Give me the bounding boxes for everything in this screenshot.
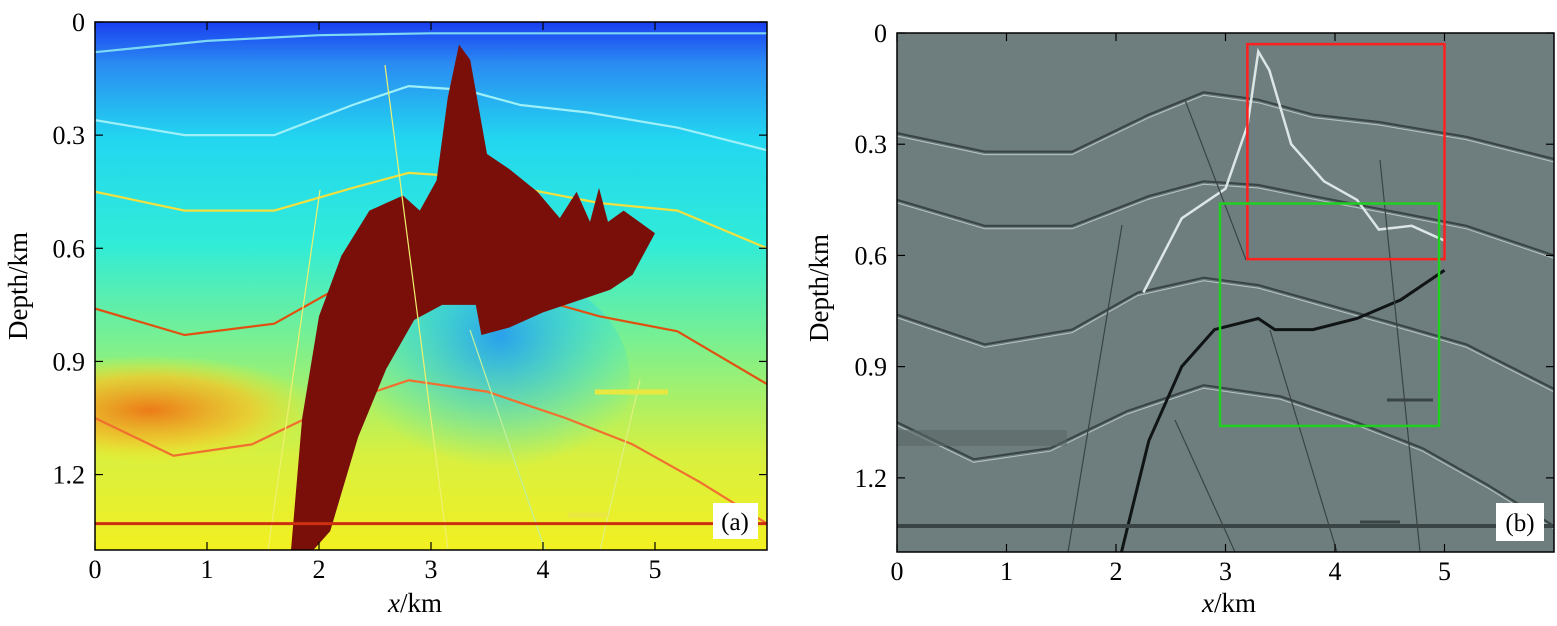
green-box <box>1218 202 1441 428</box>
panel-b: 0 1 2 3 4 5 0 0.3 0.6 0.9 1.2 (b) x/km Depth/km <box>804 19 1555 618</box>
x-axis-title-unit: /km <box>1214 588 1256 618</box>
reflector-h2 <box>95 84 767 152</box>
panel-label-bg <box>1496 503 1544 541</box>
salt-top-reflector <box>1142 47 1446 294</box>
fault-line <box>1184 99 1247 261</box>
panel-label-box-b: (b) <box>1496 503 1544 541</box>
ticks-b: 0 1 2 3 4 5 0 0.3 0.6 0.9 1.2 <box>855 19 1554 586</box>
fault-line <box>599 379 641 550</box>
reflector-h1 <box>95 32 767 54</box>
y-tick-label: 0 <box>874 19 887 48</box>
ticks-a: 0 1 2 3 4 5 0 0.3 0.6 0.9 1.2 <box>53 8 767 584</box>
blue-wedge <box>370 270 630 490</box>
fault-line <box>1067 224 1123 552</box>
reflector-h3-edge <box>897 280 1554 393</box>
reflectors-b <box>897 91 1554 530</box>
fault-line <box>1379 159 1421 552</box>
y-tick-label: 0.6 <box>855 241 888 270</box>
reflector-h3 <box>95 171 767 250</box>
x-tick-label: 3 <box>1219 557 1232 586</box>
x-axis-title-italic: x <box>387 588 400 618</box>
x-tick-label: 2 <box>313 555 326 584</box>
y-tick-label: 0.9 <box>53 347 86 376</box>
x-tick-label: 0 <box>891 557 904 586</box>
y-tick-label: 0.3 <box>53 121 86 150</box>
salt-body <box>291 44 655 550</box>
x-tick-label: 3 <box>425 555 438 584</box>
y-tick-label: 0.6 <box>53 234 86 263</box>
x-axis-title-unit: /km <box>400 588 442 618</box>
fault-line <box>469 329 546 550</box>
salt-base-reflector <box>1120 269 1446 552</box>
panel-label-bg <box>713 503 758 539</box>
panel-label-a: (a) <box>721 509 749 536</box>
dark-band <box>897 430 1067 446</box>
reflector-h2-edge <box>897 183 1554 259</box>
reflector-h1-edge <box>897 94 1554 163</box>
y-tick-label: 1.2 <box>53 461 86 490</box>
reflector-h1 <box>897 91 1554 161</box>
reflector-h3 <box>897 276 1554 390</box>
y-tick-label: 0.9 <box>855 353 888 382</box>
x-tick-label: 0 <box>89 555 102 584</box>
panel-a: 0 1 2 3 4 5 0 0.3 0.6 0.9 1.2 (a) x/km Depth/km <box>3 8 768 618</box>
x-tick-label: 4 <box>537 555 550 584</box>
x-axis-title-a: x/km <box>387 588 442 618</box>
reflector-h4-edge <box>897 387 1554 530</box>
y-tick-label: 0 <box>72 8 85 37</box>
x-tick-label: 1 <box>201 555 214 584</box>
x-tick-label: 5 <box>649 555 662 584</box>
y-axis-title-b: Depth/km <box>804 234 834 342</box>
reflector-h2 <box>897 180 1554 257</box>
y-tick-label: 0.3 <box>855 130 888 159</box>
panel-label-box-a: (a) <box>713 503 758 539</box>
fault-line <box>1174 419 1236 552</box>
image-background <box>897 33 1554 552</box>
reflector-h5 <box>95 379 767 525</box>
x-axis-title-italic: x <box>1201 588 1214 618</box>
x-tick-label: 5 <box>1438 557 1451 586</box>
fault-line <box>1269 329 1338 552</box>
x-tick-label: 1 <box>1000 557 1013 586</box>
fault-line <box>267 189 321 550</box>
y-tick-label: 1.2 <box>855 464 888 493</box>
x-axis-title-b: x/km <box>1201 588 1256 618</box>
x-tick-label: 2 <box>1110 557 1123 586</box>
x-tick-label: 4 <box>1329 557 1342 586</box>
faults-a <box>267 64 641 550</box>
red-box <box>1246 42 1446 261</box>
panel-label-b: (b) <box>1505 510 1534 537</box>
faults-b <box>1067 99 1421 552</box>
reflector-h4 <box>897 384 1554 527</box>
fault-line <box>384 64 449 550</box>
y-axis-title-a: Depth/km <box>3 232 33 340</box>
